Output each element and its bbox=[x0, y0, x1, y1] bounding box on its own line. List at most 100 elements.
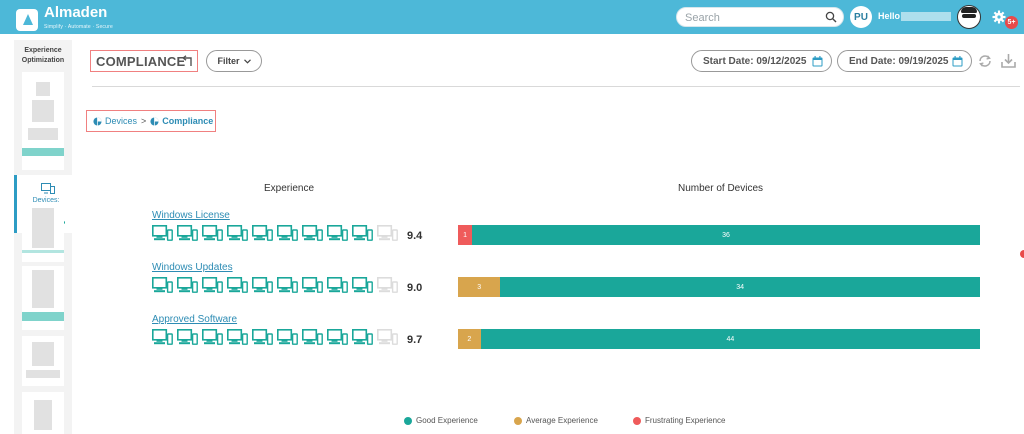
device-rating-icon bbox=[302, 225, 323, 241]
notification-badge[interactable]: 5+ bbox=[1005, 16, 1018, 29]
legend-item-average: Average Experience bbox=[514, 416, 598, 425]
device-rating-icon bbox=[352, 277, 373, 293]
greeting-text: Hello bbox=[878, 11, 901, 21]
search-input[interactable] bbox=[685, 10, 823, 25]
device-rating-icon bbox=[252, 329, 273, 345]
devices-column-header: Number of Devices bbox=[678, 183, 764, 194]
device-count-bar: 3 34 bbox=[458, 277, 980, 297]
greeting: Hello bbox=[878, 11, 952, 22]
end-date-label: End Date: 09/19/2025 bbox=[849, 55, 949, 67]
device-rating-icon bbox=[177, 277, 198, 293]
sidebar-item-label: Devices: bbox=[32, 197, 60, 204]
device-rating-icon bbox=[202, 329, 223, 345]
device-rating-icon bbox=[327, 277, 348, 293]
metric-link[interactable]: Windows License bbox=[152, 210, 230, 221]
device-rating-icon bbox=[277, 329, 298, 345]
header-divider bbox=[92, 86, 1020, 87]
bar-segment-good[interactable]: 34 bbox=[500, 277, 980, 297]
pie-chart-icon bbox=[93, 116, 102, 126]
device-rating-icon bbox=[302, 329, 323, 345]
gear-icon[interactable] bbox=[992, 10, 1006, 24]
experience-rating-icons bbox=[152, 329, 398, 345]
device-rating-icon bbox=[377, 225, 398, 241]
start-date-label: Start Date: 09/12/2025 bbox=[703, 55, 807, 67]
experience-rating-icons bbox=[152, 277, 398, 293]
device-rating-icon bbox=[352, 329, 373, 345]
device-rating-icon bbox=[377, 329, 398, 345]
bar-segment-average[interactable]: 3 bbox=[458, 277, 501, 297]
top-bar: Almaden Simplify · Automate · Secure PU … bbox=[0, 0, 1024, 34]
app-logo[interactable]: Almaden Simplify · Automate · Secure bbox=[16, 4, 113, 34]
device-rating-icon bbox=[327, 225, 348, 241]
device-rating-icon bbox=[277, 225, 298, 241]
legend-dot-frustrating bbox=[633, 416, 641, 425]
device-rating-icon bbox=[302, 277, 323, 293]
experience-score: 9.7 bbox=[407, 334, 423, 346]
metric-link[interactable]: Approved Software bbox=[152, 314, 238, 325]
device-rating-icon bbox=[252, 225, 273, 241]
sidebar-item-blurred[interactable] bbox=[22, 392, 64, 434]
search-box bbox=[676, 7, 844, 27]
devices-icon bbox=[41, 183, 55, 194]
sidebar-item-blurred[interactable] bbox=[22, 202, 64, 262]
sidebar: Experience Optimization Devices: 8.23 bbox=[14, 40, 72, 434]
device-rating-icon bbox=[227, 329, 248, 345]
device-rating-icon bbox=[277, 277, 298, 293]
legend-item-frustrating: Frustrating Experience bbox=[633, 416, 725, 425]
sidebar-item-blurred[interactable] bbox=[22, 336, 64, 386]
side-panel-tab[interactable] bbox=[1020, 250, 1024, 258]
filter-label: Filter bbox=[217, 56, 240, 66]
experience-column-header: Experience bbox=[264, 183, 315, 194]
app-name: Almaden bbox=[44, 4, 108, 21]
back-arrow-icon[interactable] bbox=[181, 55, 193, 67]
metric-link[interactable]: Windows Updates bbox=[152, 262, 233, 273]
breadcrumb-current: Compliance bbox=[162, 116, 214, 126]
refresh-icon[interactable] bbox=[978, 54, 992, 68]
end-date-picker[interactable]: End Date: 09/19/2025 bbox=[837, 50, 972, 72]
bar-segment-frustrating[interactable]: 1 bbox=[458, 225, 473, 245]
device-count-bar: 1 36 bbox=[458, 225, 980, 245]
profile-avatar[interactable] bbox=[957, 5, 981, 29]
device-rating-icon bbox=[352, 225, 373, 241]
legend-dot-average bbox=[514, 416, 522, 425]
almaden-logo-icon bbox=[16, 9, 38, 31]
sidebar-item-blurred[interactable] bbox=[22, 72, 64, 170]
device-rating-icon bbox=[227, 225, 248, 241]
device-count-bar: 2 44 bbox=[458, 329, 980, 349]
device-rating-icon bbox=[202, 277, 223, 293]
filter-button[interactable]: Filter bbox=[206, 50, 262, 72]
device-rating-icon bbox=[252, 277, 273, 293]
legend-label: Good Experience bbox=[416, 416, 478, 425]
search-icon[interactable] bbox=[825, 11, 837, 23]
breadcrumb-separator: > bbox=[141, 116, 147, 126]
device-rating-icon bbox=[177, 225, 198, 241]
calendar-icon bbox=[952, 56, 963, 67]
breadcrumb-devices-link[interactable]: Devices bbox=[105, 116, 138, 126]
legend-label: Average Experience bbox=[526, 416, 598, 425]
device-rating-icon bbox=[152, 225, 173, 241]
download-icon[interactable] bbox=[1001, 53, 1016, 68]
start-date-picker[interactable]: Start Date: 09/12/2025 bbox=[691, 50, 832, 72]
device-rating-icon bbox=[202, 225, 223, 241]
legend-dot-good bbox=[404, 416, 412, 425]
sidebar-title: Experience Optimization bbox=[21, 47, 65, 64]
app-tagline: Simplify · Automate · Secure bbox=[44, 24, 113, 30]
legend-item-good: Good Experience bbox=[404, 416, 478, 425]
experience-score: 9.4 bbox=[407, 230, 423, 242]
sidebar-item-blurred[interactable] bbox=[22, 266, 64, 330]
breadcrumb: Devices > Compliance bbox=[86, 110, 216, 132]
bar-segment-good[interactable]: 44 bbox=[480, 329, 980, 349]
page-title-box: COMPLIANCE bbox=[90, 50, 198, 72]
experience-score: 9.0 bbox=[407, 282, 423, 294]
pie-chart-icon bbox=[150, 116, 159, 126]
device-rating-icon bbox=[152, 277, 173, 293]
experience-rating-icons bbox=[152, 225, 398, 241]
device-rating-icon bbox=[177, 329, 198, 345]
chevron-down-icon bbox=[243, 58, 251, 64]
bar-segment-good[interactable]: 36 bbox=[472, 225, 980, 245]
redacted-username bbox=[901, 12, 952, 22]
bar-segment-average[interactable]: 2 bbox=[458, 329, 481, 349]
user-initials-avatar[interactable]: PU bbox=[850, 6, 872, 28]
device-rating-icon bbox=[377, 277, 398, 293]
calendar-icon bbox=[812, 56, 823, 67]
